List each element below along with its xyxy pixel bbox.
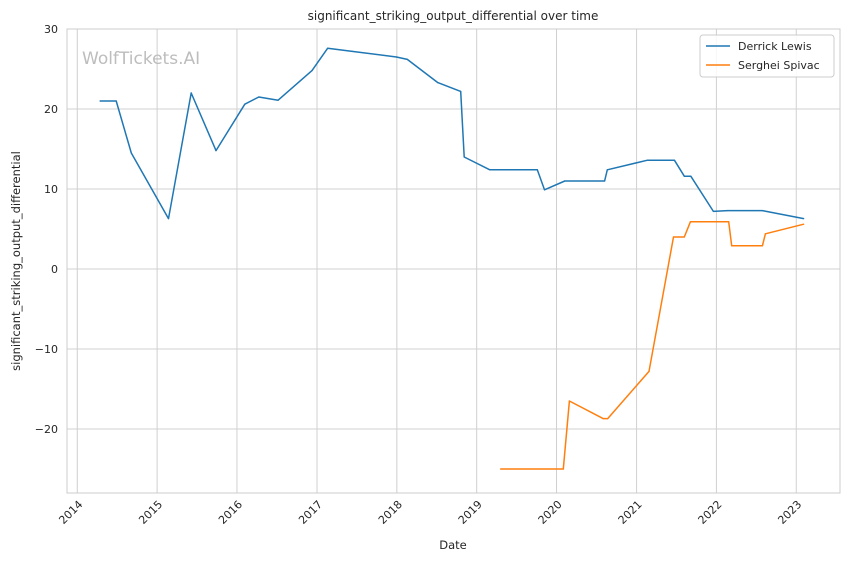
- data-point: [764, 233, 767, 235]
- data-point: [648, 370, 650, 372]
- data-point: [499, 468, 502, 470]
- x-tick-label: 2017: [296, 498, 325, 527]
- data-point: [712, 210, 714, 212]
- plot-area: [66, 28, 841, 494]
- series-line-1: [100, 47, 804, 220]
- legend-label: Derrick Lewis: [738, 40, 812, 53]
- data-point: [277, 99, 279, 101]
- data-point: [395, 56, 398, 58]
- data-point: [607, 418, 609, 420]
- data-point: [646, 159, 649, 161]
- data-point: [690, 175, 692, 177]
- data-point: [803, 218, 805, 220]
- data-point: [167, 218, 170, 220]
- data-point: [351, 50, 353, 53]
- data-point: [602, 418, 604, 420]
- x-tick-label: 2015: [136, 498, 165, 527]
- y-tick-label: 20: [44, 103, 58, 116]
- x-axis-label: Date: [439, 538, 467, 552]
- data-point: [115, 100, 117, 102]
- data-point: [190, 92, 192, 94]
- data-point: [327, 47, 329, 49]
- data-point: [311, 70, 313, 72]
- x-tick-label: 2019: [456, 498, 485, 527]
- data-point: [761, 245, 763, 247]
- data-point: [673, 159, 676, 161]
- data-point: [99, 100, 101, 102]
- series-line-2: [500, 221, 804, 470]
- data-point: [803, 223, 805, 225]
- y-tick-label: −20: [35, 423, 58, 436]
- legend-box: [699, 34, 835, 78]
- data-point: [731, 245, 733, 247]
- series-layer: [99, 47, 805, 470]
- y-tick-label: 30: [44, 23, 58, 36]
- y-tick-label: 10: [44, 183, 58, 196]
- data-point: [215, 150, 217, 152]
- grid: [67, 28, 840, 493]
- x-tick-label: 2021: [616, 498, 645, 527]
- data-point: [543, 189, 546, 191]
- data-point: [683, 236, 685, 238]
- data-point: [761, 210, 763, 212]
- x-tick-label: 2022: [696, 498, 725, 527]
- legend: Derrick Lewis Serghei Spivac: [699, 34, 835, 78]
- x-tick-label: 2023: [775, 498, 804, 527]
- data-point: [689, 221, 691, 223]
- data-point: [564, 180, 566, 182]
- data-point: [130, 152, 132, 154]
- data-point: [726, 210, 728, 212]
- y-axis-label: significant_striking_output_differential: [9, 151, 23, 371]
- data-point: [728, 221, 730, 223]
- y-tick-label: −10: [35, 343, 58, 356]
- data-point: [562, 468, 564, 470]
- data-point: [437, 82, 439, 84]
- y-axis-ticks: −20 −10 0 10 20 30: [35, 23, 58, 436]
- x-tick-label: 2016: [216, 498, 245, 527]
- watermark-text: WolfTickets.AI: [82, 49, 200, 69]
- x-tick-label: 2018: [376, 498, 405, 527]
- data-point: [460, 90, 462, 92]
- x-tick-label: 2014: [56, 498, 85, 527]
- data-point: [568, 400, 571, 402]
- data-point: [258, 96, 260, 98]
- data-point: [604, 180, 606, 182]
- data-point: [489, 169, 491, 171]
- y-tick-label: 0: [51, 263, 58, 276]
- chart-title: significant_striking_output_differential…: [308, 9, 599, 23]
- legend-label: Serghei Spivac: [738, 59, 820, 72]
- data-point: [672, 236, 675, 238]
- data-point: [606, 169, 608, 171]
- x-tick-label: 2020: [536, 498, 565, 527]
- data-point: [536, 169, 538, 171]
- data-point: [683, 175, 685, 177]
- data-point: [406, 58, 408, 61]
- data-point: [463, 156, 465, 158]
- data-point: [244, 103, 246, 105]
- x-axis-ticks: 2014 2015 2016 2017 2018 2019 2020 2021 2022 2023: [56, 498, 804, 527]
